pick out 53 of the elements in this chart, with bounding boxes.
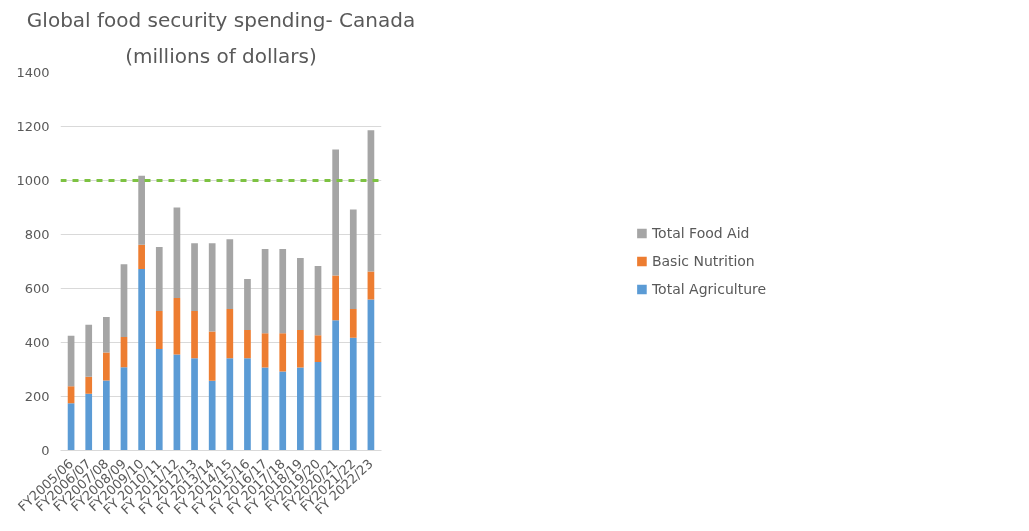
bar: [297, 330, 304, 368]
bar: [332, 275, 339, 321]
bar: [297, 257, 304, 331]
y-tick-label: 1200: [16, 119, 50, 134]
bar: [314, 335, 322, 362]
y-tick-label: 800: [24, 227, 50, 242]
bar: [208, 380, 216, 451]
chart-subtitle: (millions of dollars): [125, 43, 317, 68]
bar: [332, 320, 339, 451]
bar: [226, 239, 234, 310]
chart-title: Global food security spending- Canada: [26, 7, 416, 32]
bar: [155, 246, 163, 311]
bar: [279, 371, 287, 451]
y-tick-label: 1400: [16, 65, 50, 80]
bar: [297, 367, 304, 451]
bar: [349, 209, 357, 310]
bar: [120, 264, 128, 338]
bar: [349, 309, 357, 338]
bar: [279, 249, 287, 334]
bar: [226, 358, 234, 451]
bar: [208, 243, 216, 332]
bar: [226, 309, 234, 359]
bar: [191, 358, 198, 451]
bar: [332, 149, 339, 276]
bar: [138, 175, 145, 245]
bar: [138, 244, 145, 270]
bar: [191, 310, 198, 359]
y-tick-label: 400: [24, 335, 50, 350]
bar: [349, 337, 357, 451]
bar: [103, 380, 110, 451]
y-tick-label: 200: [24, 389, 50, 404]
legend-label: Basic Nutrition: [651, 253, 755, 269]
y-tick-label: 600: [24, 281, 50, 296]
bar: [138, 269, 145, 451]
bar: [261, 333, 269, 368]
bar: [85, 393, 93, 451]
bar: [279, 333, 287, 372]
bar: [85, 376, 93, 394]
bar: [244, 358, 251, 451]
legend-label: Total Food Aid: [651, 225, 750, 241]
bar: [85, 324, 93, 377]
bar: [103, 317, 110, 353]
legend-label: Total Agriculture: [651, 281, 767, 297]
bar: [103, 352, 110, 381]
bar: [191, 243, 198, 311]
y-tick-label: 0: [41, 443, 50, 458]
bar: [244, 330, 251, 359]
bar: [208, 331, 216, 381]
bar: [155, 348, 163, 451]
bar: [155, 310, 163, 349]
y-tick-label: 1000: [16, 173, 50, 188]
bar: [244, 279, 251, 331]
bar: [367, 271, 375, 300]
